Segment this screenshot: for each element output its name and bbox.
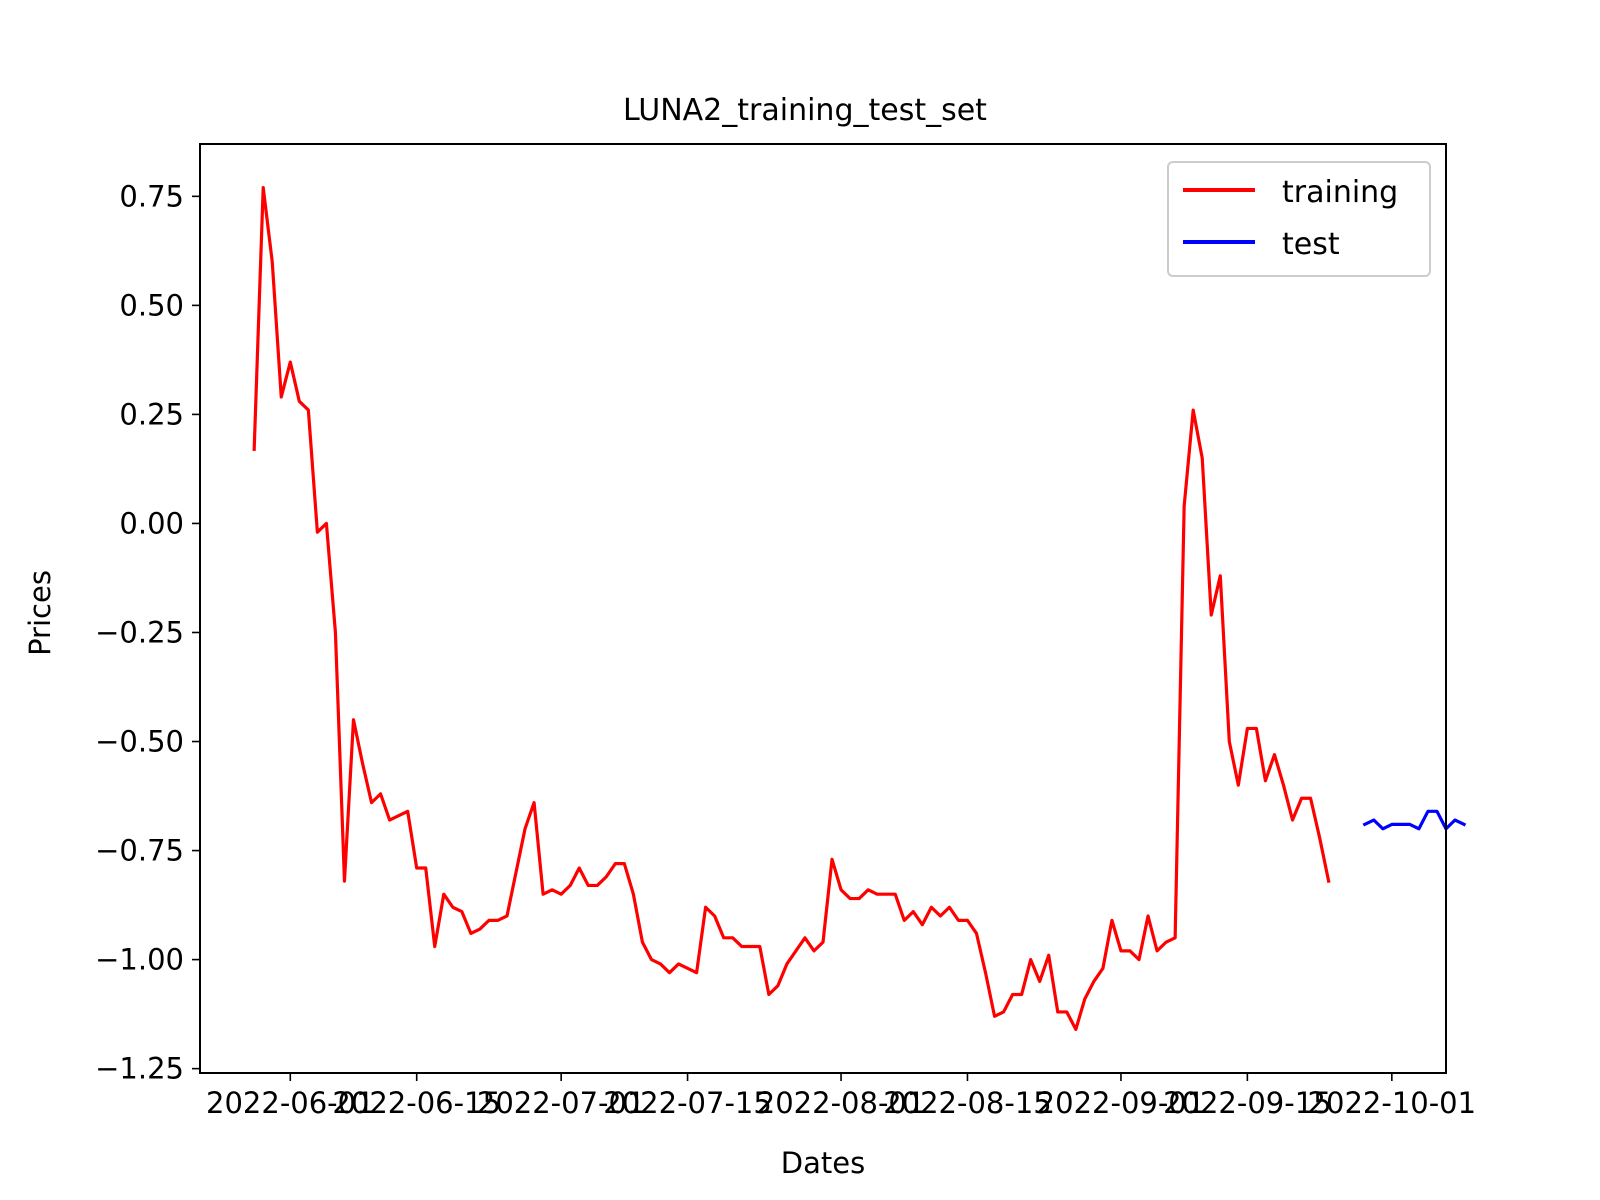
x-tick-label: 2022-07-01 <box>477 1086 646 1120</box>
x-tick-label: 2022-09-15 <box>1163 1086 1332 1120</box>
y-axis: 0.75 0.50 0.25 0.00 −0.25 −0.50 −0.75 −1.00 −1.2… <box>95 179 200 1086</box>
legend-label-training: training <box>1282 175 1398 210</box>
legend-label-test: test <box>1282 227 1340 262</box>
y-tick-label: −0.50 <box>95 725 184 759</box>
x-tick-label: 2022-10-01 <box>1308 1086 1477 1120</box>
y-tick-label: −0.75 <box>95 834 184 868</box>
y-tick-label: −1.00 <box>95 943 184 977</box>
y-axis-label: Prices <box>23 570 57 656</box>
y-tick-label: 0.00 <box>119 506 184 540</box>
x-tick-label: 2022-06-01 <box>206 1086 375 1120</box>
x-tick-label: 2022-06-15 <box>332 1086 501 1120</box>
x-tick-label: 2022-07-15 <box>603 1086 772 1120</box>
y-tick-label: −0.25 <box>95 615 184 649</box>
series-line-test <box>1362 809 1467 831</box>
x-tick-label: 2022-09-01 <box>1037 1086 1206 1120</box>
plot-frame <box>199 143 1447 1074</box>
x-axis: 2022-06-012022-06-152022-07-012022-07-15… <box>206 1073 1476 1120</box>
chart-title: LUNA2_training_test_set <box>623 93 987 128</box>
series-layer <box>252 186 1467 1031</box>
x-tick-label: 2022-08-01 <box>757 1086 926 1120</box>
y-tick-label: 0.75 <box>119 179 184 213</box>
x-axis-label: Dates <box>781 1146 865 1180</box>
y-tick-label: −1.25 <box>95 1052 184 1086</box>
y-tick-label: 0.25 <box>119 397 184 431</box>
legend: training test <box>1167 161 1431 277</box>
y-tick-label: 0.50 <box>119 288 184 322</box>
series-line-training <box>252 186 1331 1031</box>
x-tick-label: 2022-08-15 <box>883 1086 1052 1120</box>
